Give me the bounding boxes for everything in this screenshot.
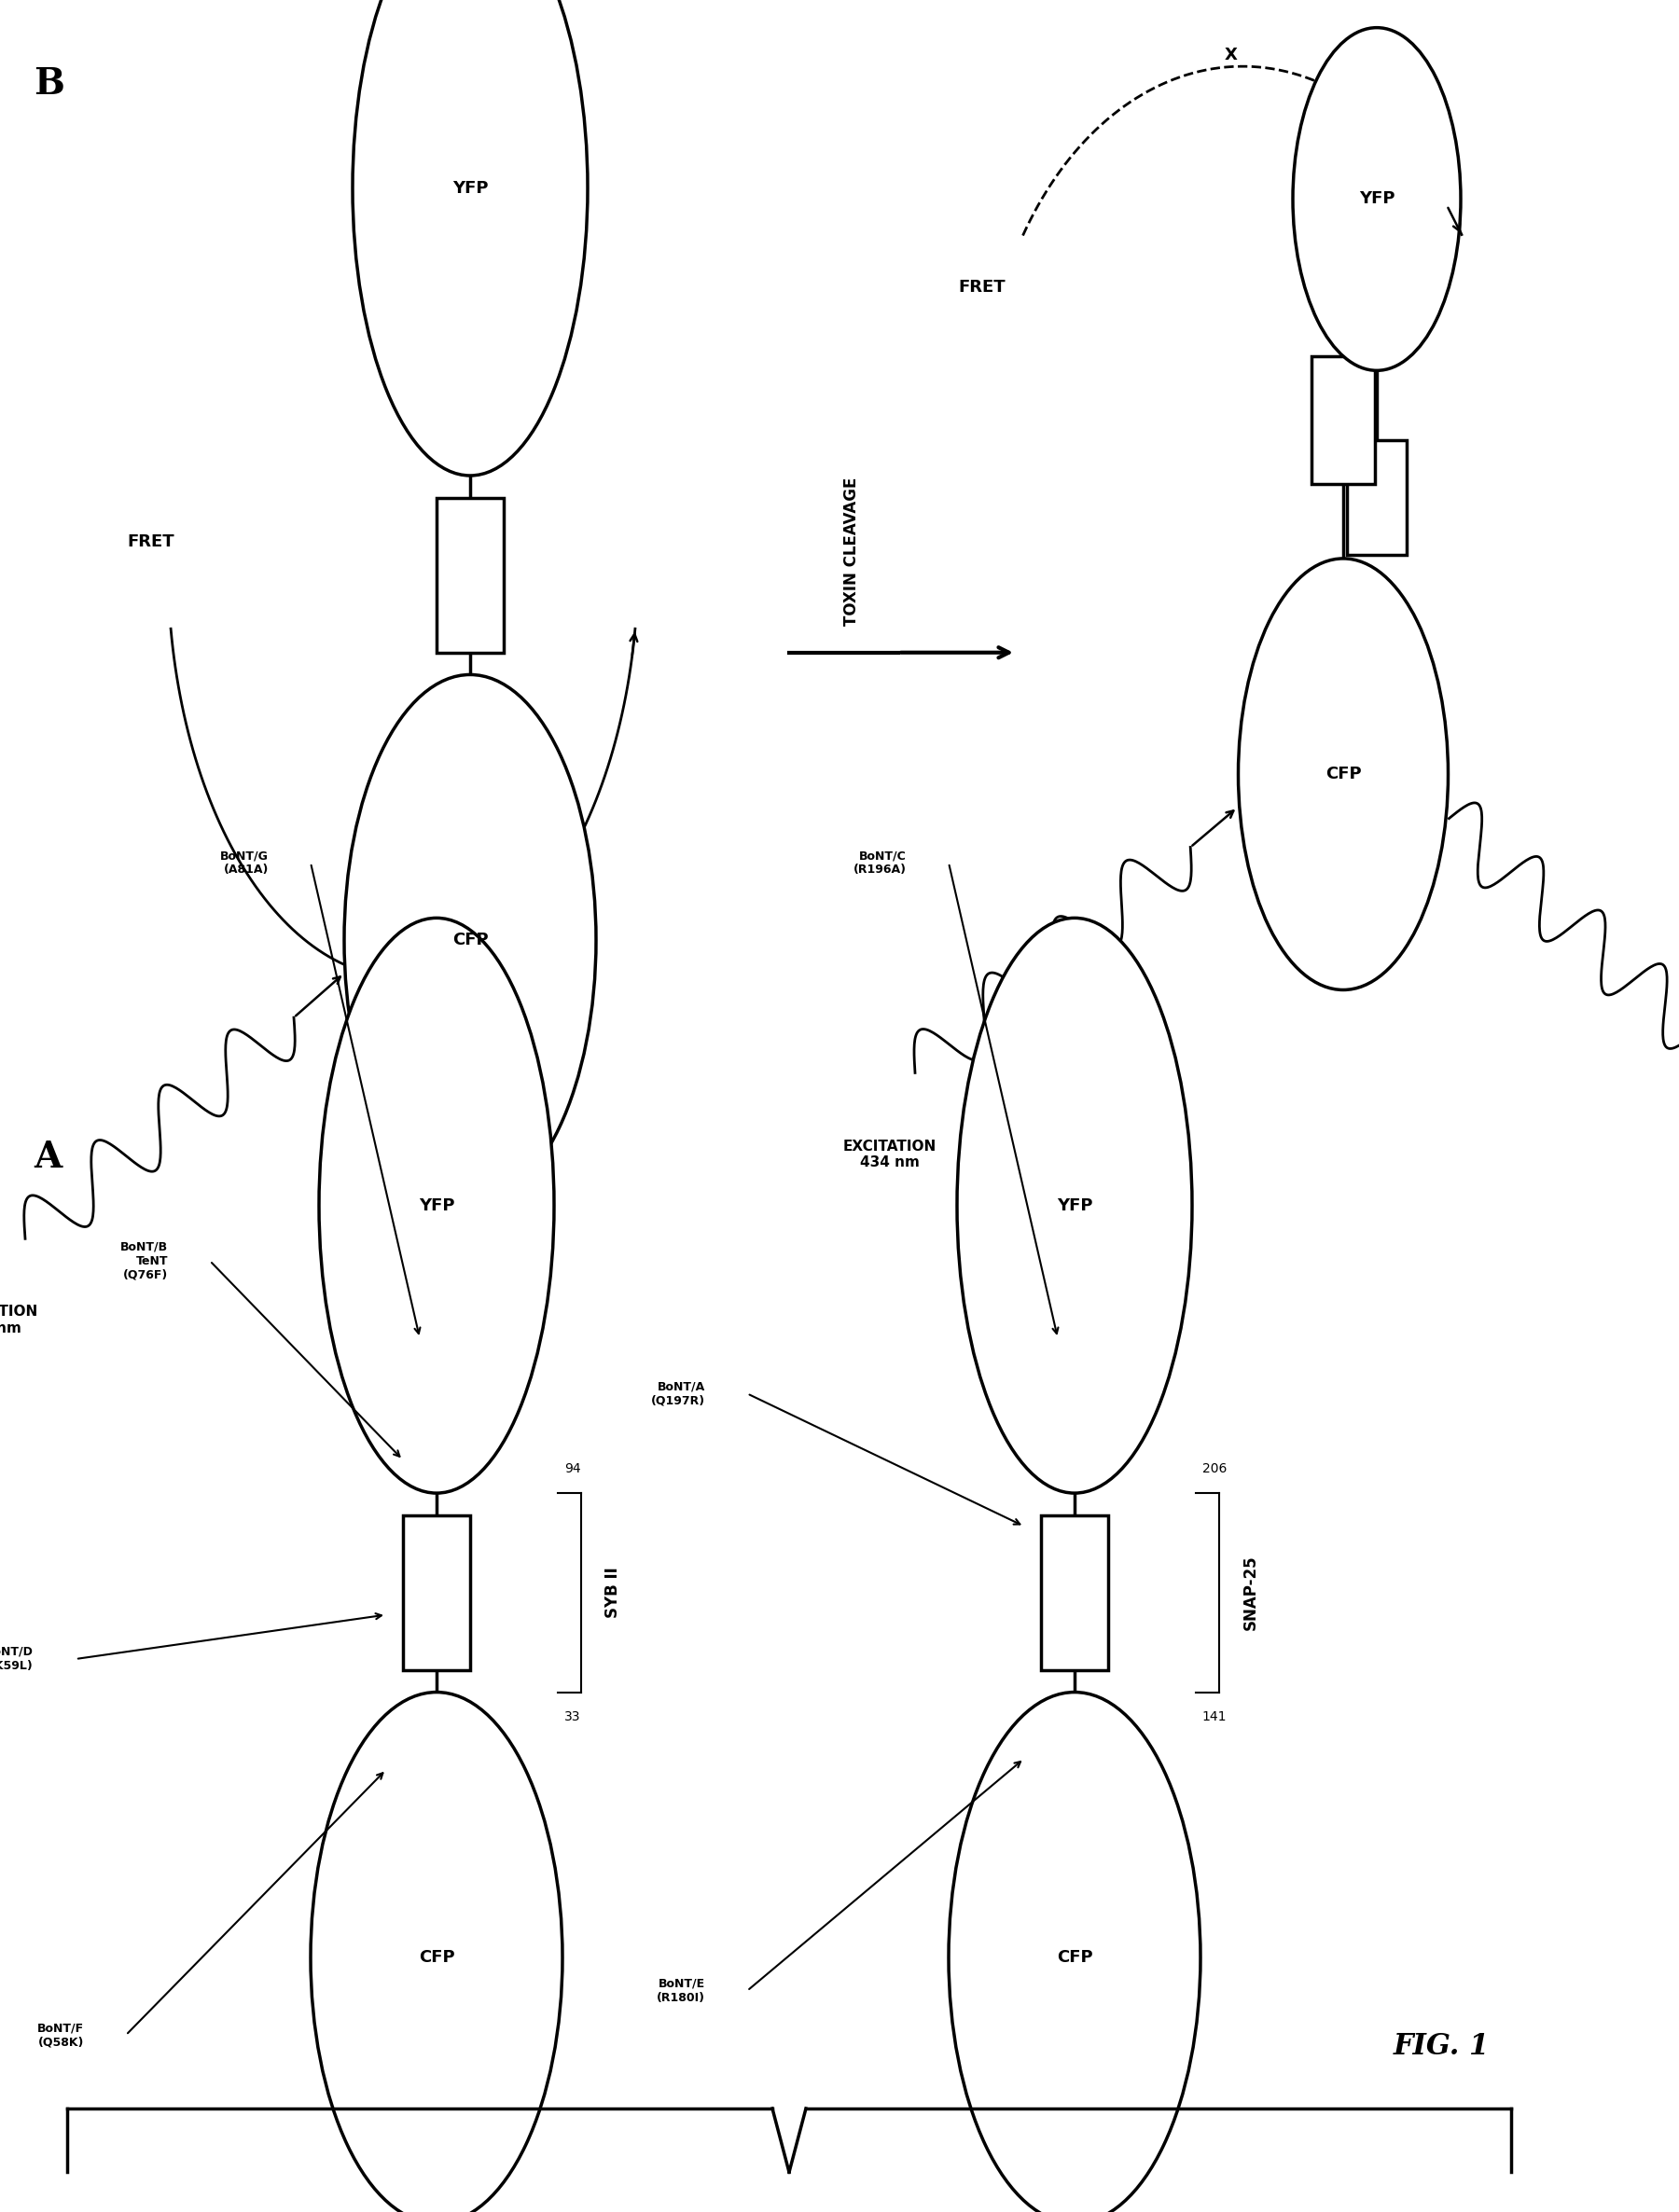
Text: BoNT/B
TeNT
(Q76F): BoNT/B TeNT (Q76F) xyxy=(121,1241,168,1281)
Text: BoNT/C
(R196A): BoNT/C (R196A) xyxy=(853,849,907,876)
Text: X: X xyxy=(1224,46,1237,64)
Ellipse shape xyxy=(311,1692,562,2212)
Text: TOXIN CLEAVAGE: TOXIN CLEAVAGE xyxy=(843,478,860,626)
Bar xyxy=(403,1515,470,1670)
Text: BoNT/E
(R180I): BoNT/E (R180I) xyxy=(656,1978,705,2004)
Ellipse shape xyxy=(353,0,588,476)
Text: SYB II: SYB II xyxy=(604,1566,621,1619)
Text: 94: 94 xyxy=(564,1462,581,1475)
Text: EXCITATION
434 nm: EXCITATION 434 nm xyxy=(0,1305,39,1336)
Text: CFP: CFP xyxy=(452,931,489,949)
Ellipse shape xyxy=(1293,29,1461,369)
Text: YFP: YFP xyxy=(452,179,489,197)
Text: FRET: FRET xyxy=(128,533,175,551)
Text: 33: 33 xyxy=(564,1710,581,1723)
Ellipse shape xyxy=(949,1692,1200,2212)
Text: B: B xyxy=(34,66,64,102)
Text: CFP: CFP xyxy=(1325,765,1362,783)
Text: BoNT/D
(K59L): BoNT/D (K59L) xyxy=(0,1646,34,1672)
Ellipse shape xyxy=(1239,560,1447,991)
Bar xyxy=(1347,440,1407,555)
Text: YFP: YFP xyxy=(1358,190,1395,208)
Bar xyxy=(1041,1515,1108,1670)
Text: 141: 141 xyxy=(1202,1710,1227,1723)
Bar xyxy=(437,498,504,653)
Text: FIG. 1: FIG. 1 xyxy=(1394,2031,1489,2062)
Text: A: A xyxy=(34,1139,62,1175)
Text: SNAP-25: SNAP-25 xyxy=(1242,1555,1259,1630)
Text: BoNT/A
(Q197R): BoNT/A (Q197R) xyxy=(651,1380,705,1407)
Text: YFP: YFP xyxy=(1056,1197,1093,1214)
Bar xyxy=(1311,356,1375,484)
Text: BoNT/F
(Q58K): BoNT/F (Q58K) xyxy=(37,2022,84,2048)
Text: CFP: CFP xyxy=(418,1949,455,1966)
Text: FRET: FRET xyxy=(959,279,1006,296)
Text: CFP: CFP xyxy=(1056,1949,1093,1966)
Ellipse shape xyxy=(957,918,1192,1493)
Ellipse shape xyxy=(319,918,554,1493)
Ellipse shape xyxy=(344,675,596,1206)
Text: YFP: YFP xyxy=(418,1197,455,1214)
Text: EXCITATION
434 nm: EXCITATION 434 nm xyxy=(843,1139,937,1170)
Text: 206: 206 xyxy=(1202,1462,1227,1475)
Text: BoNT/G
(A81A): BoNT/G (A81A) xyxy=(220,849,269,876)
